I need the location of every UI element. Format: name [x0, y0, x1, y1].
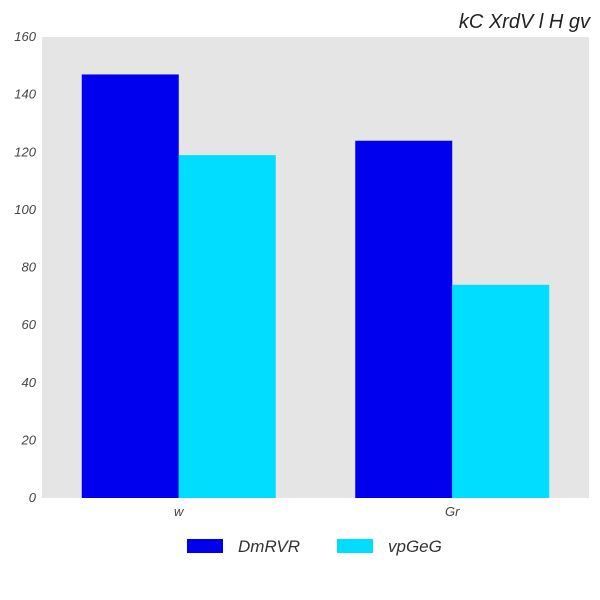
legend-label: DmRVR: [238, 537, 300, 556]
y-tick-label: 160: [14, 29, 36, 44]
y-tick-label: 20: [21, 432, 37, 447]
y-tick-label: 120: [14, 144, 36, 159]
y-tick-label: 100: [14, 202, 36, 217]
x-axis: w Gr: [174, 504, 460, 519]
chart-title: kC XrdV l H gv: [459, 11, 591, 33]
bar-vpGeG-Gr: [452, 284, 550, 498]
y-tick-label: 60: [22, 317, 37, 332]
y-tick-label: 80: [22, 260, 37, 275]
bar-DmRVR-Gr: [355, 140, 453, 498]
legend: DmRVR vpGeG: [187, 537, 442, 556]
y-tick-label: 140: [14, 87, 36, 102]
legend-swatch-DmRVR: [187, 539, 223, 553]
bar-DmRVR-w: [81, 74, 179, 499]
y-tick-label: 40: [22, 375, 37, 390]
legend-label: vpGeG: [388, 537, 442, 556]
x-tick-label: w: [174, 504, 185, 519]
legend-swatch-vpGeG: [337, 539, 373, 553]
y-axis: 0 20 40 60 80 100 120 140 160: [14, 29, 36, 505]
y-tick-label: 0: [29, 490, 37, 505]
bars: [81, 74, 550, 499]
x-tick-label: Gr: [445, 504, 460, 519]
bar-vpGeG-w: [178, 155, 276, 498]
